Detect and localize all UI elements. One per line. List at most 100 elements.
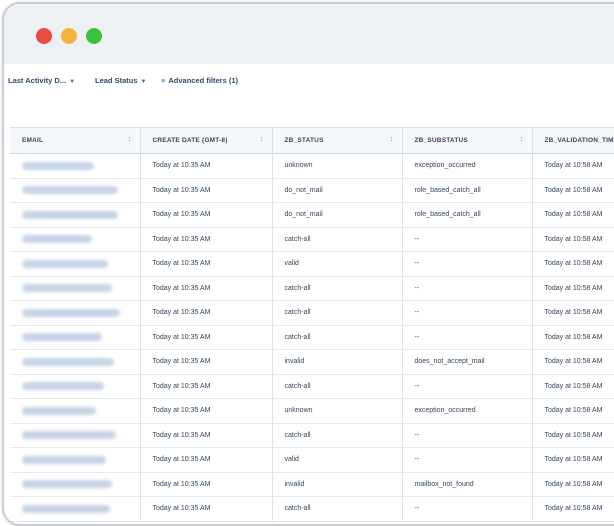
advanced-filters-button[interactable]: ≡Advanced filters (1) [161,76,238,85]
sort-icon[interactable]: ↕ [260,136,264,143]
zb-validation-time-cell: Today at 10:58 AM [532,227,614,252]
redacted-email[interactable] [22,211,118,219]
email-cell[interactable] [10,472,140,497]
create-date-cell: Today at 10:35 AM [140,154,272,179]
redacted-email[interactable] [22,186,118,194]
email-cell[interactable] [10,325,140,350]
maximize-window-button[interactable] [86,28,102,44]
sort-icon[interactable]: ↕ [390,136,394,143]
create-date-cell: Today at 10:35 AM [140,301,272,326]
redacted-email[interactable] [22,284,112,292]
close-window-button[interactable] [36,28,52,44]
redacted-email[interactable] [22,260,108,268]
zb-substatus-cell: -- [402,497,532,522]
email-cell[interactable] [10,399,140,424]
column-header-label: ZB_SUBSTATUS [415,137,468,144]
email-cell[interactable] [10,203,140,228]
redacted-email[interactable] [22,309,120,317]
contacts-table-container: EMAIL↕CREATE DATE (GMT-8)↕ZB_STATUS↕ZB_S… [10,127,614,522]
filter-lead-status[interactable]: Lead Status▼ [95,76,146,85]
zb-substatus-cell: exception_occurred [402,399,532,424]
redacted-email[interactable] [22,456,106,464]
zb-validation-time-cell: Today at 10:58 AM [532,423,614,448]
redacted-email[interactable] [22,358,114,366]
email-cell[interactable] [10,178,140,203]
zb-substatus-cell: -- [402,423,532,448]
redacted-email[interactable] [22,235,92,243]
create-date-cell: Today at 10:35 AM [140,423,272,448]
sort-icon[interactable]: ↕ [520,136,524,143]
minimize-window-button[interactable] [61,28,77,44]
chevron-down-icon: ▼ [69,79,75,85]
zb-status-cell: valid [272,252,402,277]
create-date-cell: Today at 10:35 AM [140,399,272,424]
redacted-email[interactable] [22,382,104,390]
create-date-cell: Today at 10:35 AM [140,374,272,399]
create-date-cell: Today at 10:35 AM [140,472,272,497]
filter-last-activity-date[interactable]: Last Activity D...▼ [8,76,75,85]
zb-status-cell: valid [272,448,402,473]
zb-validation-time-cell: Today at 10:58 AM [532,399,614,424]
redacted-email[interactable] [22,505,110,513]
create-date-cell: Today at 10:35 AM [140,276,272,301]
zb-status-cell: unknown [272,154,402,179]
zb-substatus-cell: -- [402,252,532,277]
zb-validation-time-cell: Today at 10:58 AM [532,472,614,497]
email-cell[interactable] [10,448,140,473]
email-cell[interactable] [10,252,140,277]
title-bar [4,4,614,64]
zb-validation-time-cell: Today at 10:58 AM [532,301,614,326]
email-cell[interactable] [10,227,140,252]
redacted-email[interactable] [22,333,102,341]
sort-icon[interactable]: ↕ [128,136,132,143]
column-header-label: EMAIL [22,137,43,144]
create-date-cell: Today at 10:35 AM [140,350,272,375]
column-header-zb-validation-time[interactable]: ZB_VALIDATION_TIME [532,128,614,154]
email-cell[interactable] [10,301,140,326]
zb-substatus-cell: mailbox_not_found [402,472,532,497]
column-header-zb-status[interactable]: ZB_STATUS↕ [272,128,402,154]
email-cell[interactable] [10,497,140,522]
email-cell[interactable] [10,423,140,448]
column-header-email[interactable]: EMAIL ↕ [10,128,140,154]
zb-validation-time-cell: Today at 10:58 AM [532,252,614,277]
zb-status-cell: catch-all [272,497,402,522]
create-date-cell: Today at 10:35 AM [140,497,272,522]
redacted-email[interactable] [22,162,94,170]
email-cell[interactable] [10,350,140,375]
email-cell[interactable] [10,276,140,301]
redacted-email[interactable] [22,407,96,415]
contacts-table: EMAIL↕CREATE DATE (GMT-8)↕ZB_STATUS↕ZB_S… [10,128,614,522]
column-header-label: ZB_VALIDATION_TIME [545,137,614,144]
zb-substatus-cell: role_based_catch_all [402,203,532,228]
email-cell[interactable] [10,374,140,399]
zb-substatus-cell: -- [402,374,532,399]
create-date-cell: Today at 10:35 AM [140,203,272,228]
email-cell[interactable] [10,154,140,179]
filter-bar: Last Activity D...▼ Lead Status▼ ≡Advanc… [4,68,614,92]
column-header-create-date-gmt-8[interactable]: CREATE DATE (GMT-8)↕ [140,128,272,154]
filter-label: Lead Status [95,76,138,85]
redacted-email[interactable] [22,480,112,488]
zb-validation-time-cell: Today at 10:58 AM [532,350,614,375]
zb-status-cell: invalid [272,350,402,375]
create-date-cell: Today at 10:35 AM [140,178,272,203]
zb-validation-time-cell: Today at 10:58 AM [532,154,614,179]
redacted-email[interactable] [22,431,116,439]
column-header-zb-substatus[interactable]: ZB_SUBSTATUS ↕ [402,128,532,154]
